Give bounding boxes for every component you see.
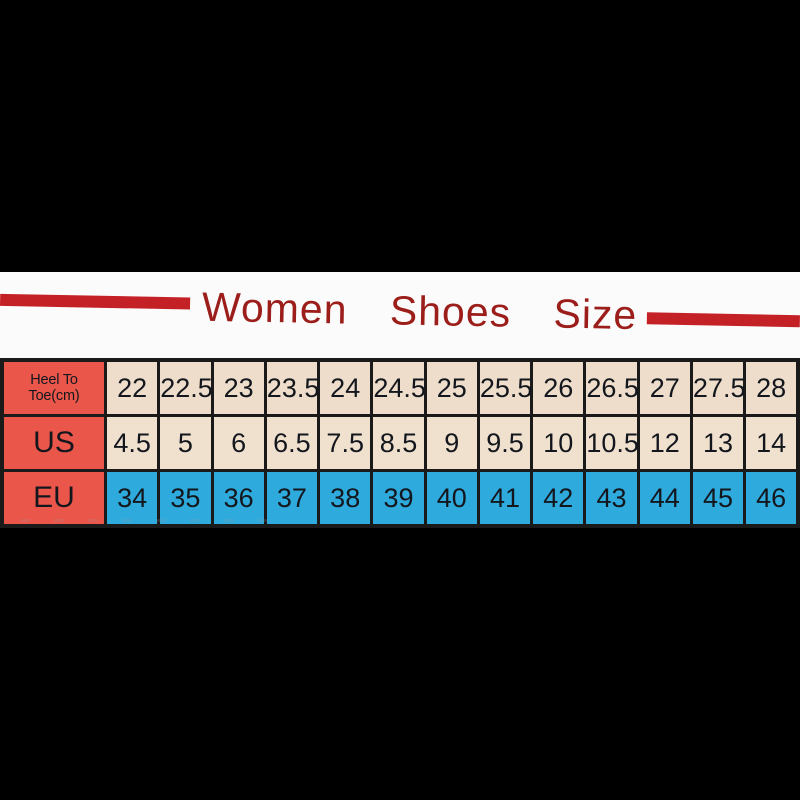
row-label-heel-to-toe-cm: Heel To Toe(cm)	[0, 358, 107, 417]
size-cell: 36	[210, 469, 267, 528]
title-rule-left	[0, 293, 191, 310]
size-cell: 35	[157, 469, 214, 528]
size-cell: 9.5	[476, 414, 534, 472]
size-cell: 38	[317, 469, 374, 528]
size-cell: 10	[530, 414, 587, 472]
size-cell: 6	[210, 414, 267, 472]
size-cell: 26	[530, 358, 587, 417]
table-row-eu: EU 34 35 36 37 38 39 40 41 42 43 44 45 46	[0, 469, 800, 528]
size-cell: 8.5	[370, 414, 427, 472]
size-cell: 27.5	[689, 358, 747, 417]
chart-white-band: Women Shoes Size Heel To Toe(cm) 22 22.5 23…	[0, 272, 800, 528]
size-cell: 25.5	[476, 358, 534, 417]
size-cell: 45	[689, 469, 747, 528]
size-cell: 25	[423, 358, 480, 417]
size-cell: 14	[743, 414, 800, 472]
size-cell: 43	[583, 469, 640, 528]
size-cell: 24	[317, 358, 374, 417]
table-row-us: US 4.5 5 6 6.5 7.5 8.5 9 9.5 10 10.5 12 13 14	[0, 414, 800, 472]
size-cell: 10.5	[583, 414, 640, 472]
size-cell: 23	[210, 358, 267, 417]
size-table-body: Heel To Toe(cm) 22 22.5 23 23.5 24 24.5 25 25.5 2…	[0, 358, 800, 528]
size-cell: 46	[743, 469, 800, 528]
title-row: Women Shoes Size	[0, 272, 800, 349]
size-cell: 12	[636, 414, 693, 472]
page-title: Women Shoes Size	[201, 283, 638, 338]
row-label-us: US	[0, 414, 107, 472]
size-cell: 6.5	[263, 414, 321, 472]
size-cell: 34	[103, 469, 161, 528]
size-cell: 9	[423, 414, 480, 472]
size-cell: 44	[636, 469, 693, 528]
size-cell: 13	[689, 414, 747, 472]
size-cell: 4.5	[103, 414, 161, 472]
size-cell: 41	[476, 469, 534, 528]
print-artifact	[20, 519, 280, 522]
size-cell: 5	[157, 414, 214, 472]
size-cell: 22	[103, 358, 161, 417]
size-table: Heel To Toe(cm) 22 22.5 23 23.5 24 24.5 25 25.5 2…	[0, 358, 800, 528]
size-cell: 23.5	[263, 358, 321, 417]
size-cell: 42	[530, 469, 587, 528]
size-cell: 28	[743, 358, 800, 417]
row-label-eu: EU	[0, 469, 107, 528]
size-cell: 22.5	[157, 358, 214, 417]
size-cell: 40	[423, 469, 480, 528]
size-cell: 26.5	[583, 358, 640, 417]
size-cell: 24.5	[370, 358, 427, 417]
title-rule-right	[647, 312, 800, 328]
size-cell: 27	[636, 358, 693, 417]
size-cell: 37	[263, 469, 321, 528]
size-cell: 39	[370, 469, 427, 528]
table-row-heel-to-toe-cm: Heel To Toe(cm) 22 22.5 23 23.5 24 24.5 25 25.5 2…	[0, 358, 800, 417]
size-cell: 7.5	[317, 414, 374, 472]
